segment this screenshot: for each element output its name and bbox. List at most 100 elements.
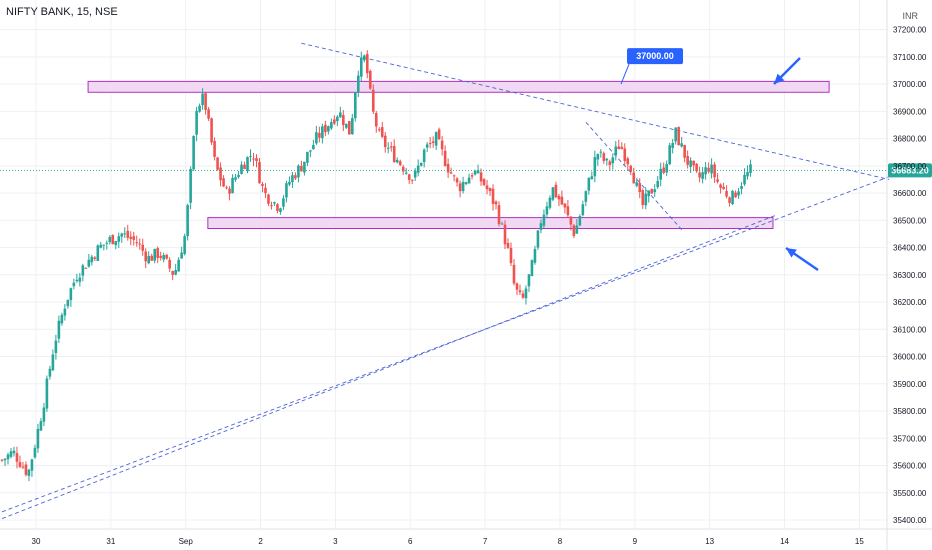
candle-body [51,354,55,371]
current-price-label: 36683.20 [891,165,929,175]
candle-body [249,155,252,157]
candle-body [39,421,43,431]
zones-layer [87,80,830,229]
candle-body [482,179,486,185]
candle-body [75,279,79,282]
candle-body [566,206,570,216]
candle-body [362,55,366,61]
candle-body [177,259,180,272]
candle-body [632,172,636,184]
candle-body [590,176,594,179]
candle-body [153,248,156,261]
candle-body [749,164,752,173]
time-tick-label: 2 [258,537,263,546]
candle-body [99,244,103,248]
candle-body [204,93,207,110]
candle-body [138,243,142,245]
candle-body [419,162,423,166]
candle-body [635,182,639,186]
support-zone [207,217,774,229]
annotations-layer: 36683.20 37000.00 [0,48,932,271]
candles-layer [0,50,752,482]
candle-body [392,146,396,163]
candle-body [659,168,663,180]
candle-body [488,188,492,192]
candle-body [446,164,450,173]
candle-body [497,205,501,225]
price-axis[interactable]: 35400.00 35500.00 35600.00 35700.00 35800.00… [886,0,927,550]
candle-body [21,466,25,468]
candle-body [339,112,342,118]
price-tick-label: 35500.00 [893,489,927,498]
candle-body [719,184,722,188]
price-tick-label: 35700.00 [893,434,927,443]
candle-body [57,320,61,339]
candle-body [455,178,459,183]
candle-body [554,184,558,198]
price-tick-label: 35800.00 [893,407,927,416]
candle-body [563,203,567,208]
candle-body [545,206,549,215]
candle-body [354,92,357,119]
candle-body [156,248,159,259]
candle-body [440,140,444,150]
candle-body [557,195,561,200]
candle-body [533,249,537,263]
candle-body [90,256,94,263]
candle-body [282,198,285,207]
candle-body [524,288,528,299]
candle-body [18,462,22,467]
candle-body [476,170,480,174]
candle-body [213,141,216,157]
candle-body [506,243,510,248]
price-tick-label: 35400.00 [893,516,927,525]
symbol-title: NIFTY BANK, 15, NSE [6,6,118,18]
candle-body [434,132,438,146]
candle-body [368,70,372,89]
candle-body [102,244,106,246]
candle-body [653,189,657,193]
price-tick-label: 36600.00 [893,189,927,198]
candle-body [84,267,88,269]
candle-body [680,143,683,147]
candle-body [722,186,725,190]
candle-body [96,245,100,261]
candle-body [6,454,10,460]
candle-body [300,165,303,172]
candle-body [398,161,402,166]
candle-body [665,164,668,173]
candle-body [617,146,621,150]
candle-body [740,186,743,189]
candle-body [386,147,390,149]
candle-body [69,288,73,301]
candle-body [171,271,174,275]
candle-body [389,146,393,148]
candle-body [291,175,294,183]
time-axis[interactable]: 30 31 Sep 2 3 6 7 8 9 13 14 15 [0,528,932,546]
time-tick-label: 6 [408,537,413,546]
candle-body [485,185,489,190]
candle-body [515,283,519,290]
candle-body [3,458,7,461]
candle-body [201,93,204,106]
candle-body [491,188,495,204]
candle-body [560,196,564,205]
candle-body [650,189,654,194]
candle-body [605,158,609,161]
candle-body [141,244,145,251]
candle-body [261,183,264,186]
candle-body [15,453,19,462]
candle-body [315,132,318,144]
price-tick-label: 37000.00 [893,80,927,89]
candle-body [78,277,82,282]
candle-body [12,450,16,454]
candle-body [312,145,315,150]
candle-body [611,157,615,164]
candle-body [674,127,677,142]
candle-body [180,252,183,259]
candle-body [198,105,201,112]
candle-body [407,174,411,180]
candle-body [252,158,255,160]
candle-body [746,172,749,177]
